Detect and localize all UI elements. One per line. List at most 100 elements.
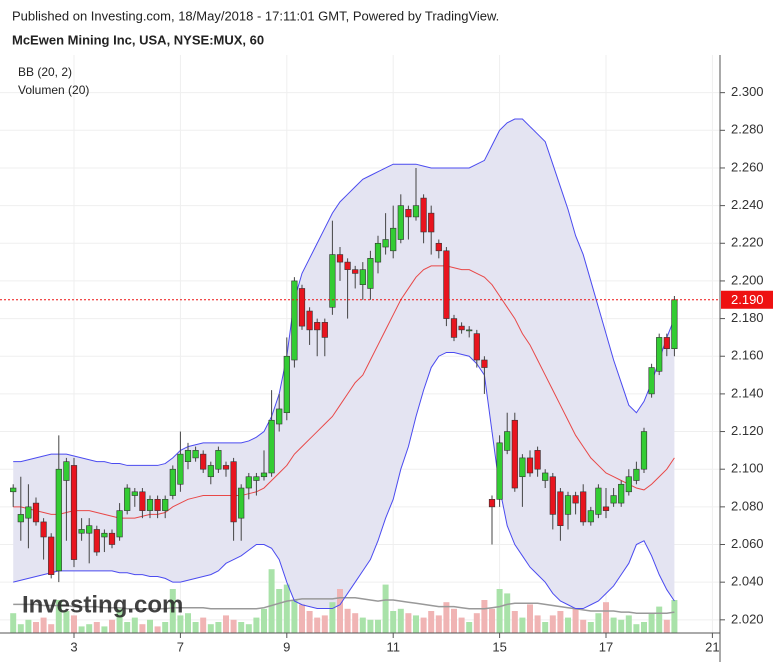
volume-bar bbox=[337, 589, 343, 633]
candle-body bbox=[55, 468, 62, 572]
candle-body bbox=[618, 483, 625, 504]
y-tick-label: 2.120 bbox=[731, 423, 764, 438]
volume-bar bbox=[443, 602, 450, 633]
volume-bar bbox=[534, 615, 541, 633]
volume-bar bbox=[420, 617, 427, 633]
volume-bar bbox=[458, 617, 465, 633]
candle-body bbox=[610, 495, 617, 504]
volume-bar bbox=[451, 608, 457, 633]
x-tick-label: 21 bbox=[705, 639, 719, 654]
candle-body bbox=[352, 269, 359, 274]
volume-bar bbox=[25, 619, 32, 633]
candle-body bbox=[48, 536, 55, 575]
volume-bar bbox=[101, 626, 108, 633]
candle-body bbox=[435, 242, 442, 252]
bb-lower bbox=[13, 351, 675, 610]
candle-body bbox=[207, 465, 214, 478]
candle-body bbox=[139, 491, 146, 511]
bb-fill bbox=[13, 119, 675, 609]
candle-body bbox=[154, 499, 161, 511]
volume-bar bbox=[55, 600, 62, 633]
candle-body bbox=[564, 495, 572, 515]
volume-bar bbox=[230, 619, 237, 633]
volume-bar bbox=[572, 608, 579, 633]
candle-body bbox=[450, 318, 458, 338]
candle-body bbox=[519, 457, 526, 478]
candle-body bbox=[443, 250, 450, 319]
candle-body bbox=[602, 506, 610, 511]
y-tick-label: 2.260 bbox=[731, 159, 764, 174]
candle-body bbox=[268, 419, 275, 474]
candle-body bbox=[230, 461, 237, 523]
candle-body bbox=[526, 457, 534, 474]
candle-body bbox=[390, 227, 397, 252]
candle-body bbox=[93, 529, 100, 553]
volume-bar bbox=[93, 622, 100, 633]
x-tick-label: 11 bbox=[386, 639, 400, 654]
volume-bar bbox=[169, 589, 176, 633]
candle-body bbox=[466, 329, 473, 332]
volume-bar bbox=[321, 615, 328, 633]
candle-body bbox=[253, 476, 260, 481]
volume-bar bbox=[565, 617, 571, 633]
candle-body bbox=[428, 212, 435, 233]
candle-body bbox=[640, 431, 648, 470]
volume-bar bbox=[10, 613, 17, 633]
candle-body bbox=[511, 419, 518, 489]
volume-bar bbox=[557, 611, 564, 633]
volume-bar bbox=[519, 617, 526, 633]
candle-body bbox=[283, 355, 290, 414]
volume-bar bbox=[78, 626, 85, 633]
volume-bar bbox=[397, 608, 404, 633]
y-tick-label: 2.180 bbox=[731, 310, 764, 325]
header: Published on Investing.com, 18/May/2018 … bbox=[12, 8, 499, 23]
y-tick-label: 2.040 bbox=[731, 574, 764, 589]
candle-body bbox=[405, 209, 412, 218]
candle-body bbox=[298, 288, 306, 327]
y-tick-label: 2.140 bbox=[731, 385, 764, 400]
volume-bar bbox=[124, 622, 131, 633]
candle-body bbox=[397, 205, 404, 240]
y-tick-label: 2.100 bbox=[731, 461, 764, 476]
volume-bar bbox=[671, 600, 678, 633]
volume-bar bbox=[580, 619, 587, 633]
volume-bar bbox=[139, 624, 146, 633]
last-price-box bbox=[721, 290, 773, 309]
candle-body bbox=[291, 280, 298, 361]
candle-body bbox=[648, 367, 655, 395]
volume-bar bbox=[542, 622, 549, 633]
volume-bar bbox=[633, 624, 640, 633]
volume-bar bbox=[496, 589, 503, 633]
candle-body bbox=[215, 450, 222, 470]
volume-bar bbox=[33, 622, 39, 633]
x-tick-label: 15 bbox=[492, 639, 506, 654]
y-tick-label: 2.280 bbox=[731, 122, 764, 137]
candle-body bbox=[344, 261, 351, 270]
volume-bar bbox=[245, 624, 252, 633]
candle-body bbox=[146, 499, 154, 511]
y-tick-label: 2.220 bbox=[731, 235, 764, 250]
y-tick-label: 2.300 bbox=[731, 84, 764, 99]
volume-bar bbox=[177, 615, 184, 633]
volume-bar bbox=[504, 593, 511, 633]
candle-body bbox=[633, 468, 640, 481]
volume-bar bbox=[268, 569, 275, 633]
volume-bar bbox=[352, 613, 359, 633]
candle-body bbox=[534, 450, 541, 470]
volume-bar bbox=[283, 584, 290, 633]
volume-bar bbox=[610, 617, 617, 633]
candle-body bbox=[101, 532, 108, 538]
candle-body bbox=[78, 529, 85, 534]
volume-bar bbox=[466, 622, 473, 633]
x-tick-label: 9 bbox=[283, 639, 290, 654]
volume-bar bbox=[192, 622, 199, 633]
volume-bar bbox=[71, 615, 77, 633]
volume-bar bbox=[481, 600, 488, 633]
candle-body bbox=[625, 476, 632, 493]
candle-body bbox=[260, 472, 268, 478]
y-tick-label: 2.060 bbox=[731, 536, 764, 551]
candle-body bbox=[169, 468, 176, 496]
volume-bar bbox=[276, 589, 283, 633]
volume-bar bbox=[648, 613, 655, 633]
candle-body bbox=[587, 510, 594, 523]
